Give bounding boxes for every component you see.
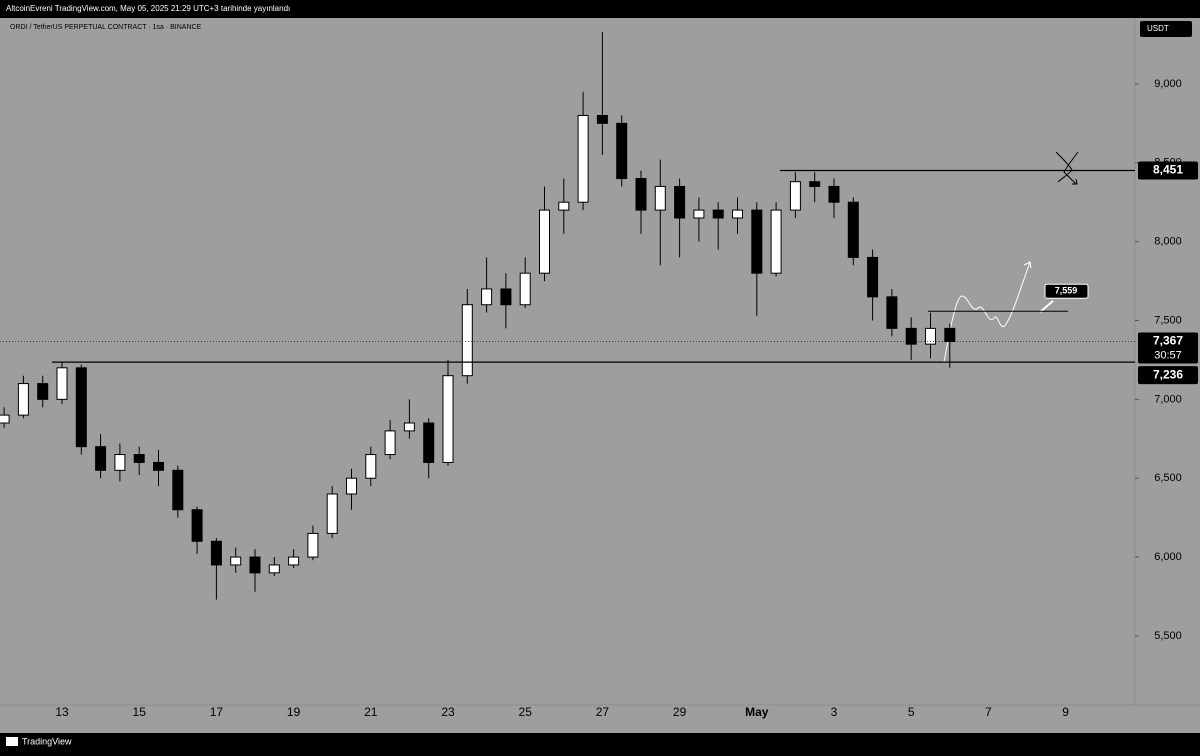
candle-body [0, 414, 10, 424]
candle-body [674, 185, 686, 219]
candle-body [539, 209, 550, 274]
x-tick-label: 17 [210, 705, 224, 719]
support-label: 7,236 [1153, 367, 1183, 381]
candle-body [288, 556, 300, 566]
candle-body [210, 540, 222, 566]
candle-body [886, 296, 898, 329]
projection-arrowhead [1023, 261, 1032, 269]
drawn-arrowhead [1072, 178, 1078, 185]
candle-body [905, 327, 917, 345]
candle-body [230, 556, 242, 566]
x-tick-label: 25 [519, 705, 533, 719]
candle-body [596, 114, 608, 124]
candle-body [577, 114, 589, 203]
candle-body [133, 454, 145, 463]
x-tick-label: 29 [673, 705, 687, 719]
candle-body [770, 209, 782, 274]
logo [6, 737, 18, 746]
candle-body [75, 367, 87, 448]
y-tick-label: 6,500 [1154, 472, 1182, 484]
candle-body [307, 532, 319, 558]
candle-body [442, 375, 454, 463]
candle-body [423, 422, 435, 463]
candle-body [268, 564, 280, 574]
candle-body [37, 383, 49, 400]
candle-body [558, 201, 570, 211]
candle-body [500, 288, 512, 306]
x-tick-label: 9 [1062, 705, 1069, 719]
y-tick-label: 9,000 [1154, 78, 1182, 90]
candle-body [616, 122, 628, 180]
y-tick-label: 7,000 [1154, 393, 1182, 405]
x-tick-label: 13 [55, 705, 69, 719]
y-tick-label: 8,000 [1154, 236, 1182, 248]
x-tick-label: 3 [831, 705, 838, 719]
y-tick-label: 5,500 [1154, 630, 1182, 642]
candle-body [481, 288, 493, 306]
y-tick-label: 6,000 [1154, 551, 1182, 563]
projection-path [943, 261, 1031, 363]
candle-body [519, 272, 531, 306]
candle-body [944, 327, 956, 342]
candle-body [95, 446, 107, 471]
target-label-box [1044, 283, 1089, 299]
countdown: 30:57 [1154, 349, 1182, 361]
y-tick-label: 7,500 [1154, 314, 1182, 326]
candle-body [191, 509, 203, 542]
x-tick-label: 23 [441, 705, 455, 719]
candle-body [828, 185, 840, 203]
candle-body [249, 556, 261, 574]
chart-background [0, 18, 1200, 733]
candle-body [153, 461, 164, 471]
target-pointer [1039, 300, 1054, 313]
resistance-label-box [1138, 161, 1198, 180]
footer-text: TradingView [22, 736, 72, 746]
candle-body [365, 454, 377, 479]
candle-body [346, 477, 357, 495]
chart-title: ORDI / TetherUS PERPETUAL CONTRACT · 1sa… [10, 24, 202, 31]
candle-body [847, 201, 859, 258]
x-tick-label: 27 [596, 705, 610, 719]
currency-box [1140, 21, 1192, 37]
candle-body [732, 209, 743, 219]
candle-body [693, 209, 705, 219]
support-label-box [1138, 366, 1198, 385]
candle-body [114, 454, 126, 471]
candle-body [384, 430, 396, 456]
candle-body [654, 185, 666, 211]
candle-body [789, 181, 801, 211]
x-tick-label: May [745, 705, 769, 719]
x-tick-label: 19 [287, 705, 301, 719]
candle-body [17, 383, 29, 416]
current-price-label: 7,367 [1153, 334, 1183, 348]
candle-body [867, 256, 879, 298]
candle-body [56, 367, 68, 400]
target-label: 7,559 [1055, 286, 1078, 296]
header-text: AltcoinEvreni TradingView.com, May 05, 2… [6, 4, 290, 13]
resistance-label: 8,451 [1153, 163, 1183, 177]
currency: USDT [1147, 24, 1169, 33]
x-tick-label: 5 [908, 705, 915, 719]
x-tick-label: 15 [133, 705, 147, 719]
candle-body [326, 493, 338, 534]
x-tick-label: 7 [985, 705, 992, 719]
current-price-box [1138, 332, 1198, 364]
candle-body [751, 209, 763, 274]
candle-body [635, 178, 647, 211]
candle-body [461, 304, 473, 377]
candle-body [925, 327, 936, 345]
candle-body [809, 181, 821, 187]
x-tick-label: 21 [364, 705, 378, 719]
candle-body [403, 422, 415, 432]
candle-body [712, 209, 724, 219]
candle-body [172, 469, 184, 511]
